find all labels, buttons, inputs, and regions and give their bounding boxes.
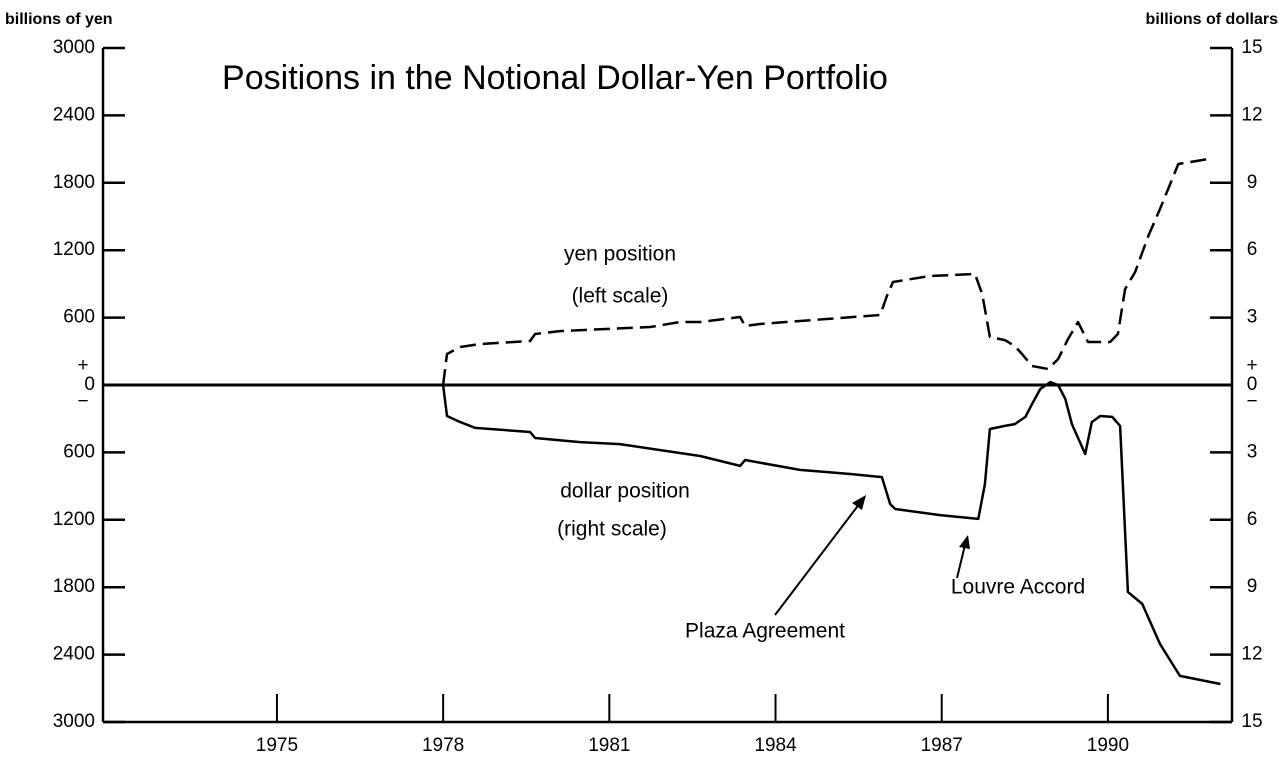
- annotation: (left scale): [572, 285, 669, 308]
- arrows: [774, 495, 970, 616]
- y-tick-label: 1200: [53, 509, 95, 530]
- y2-axis-label: billions of dollars: [1146, 11, 1279, 28]
- annotation: yen position: [564, 243, 676, 266]
- zero-sign: −: [1246, 391, 1257, 412]
- y-tick-label: 2400: [53, 644, 95, 665]
- x-tick-label: 1978: [422, 735, 464, 756]
- y-tick-label: 0: [84, 374, 95, 395]
- y2-tick-label: 3: [1247, 307, 1258, 328]
- x-tick-label: 1987: [921, 735, 963, 756]
- y-tick-label: 2400: [53, 104, 95, 125]
- annotation: Louvre Accord: [951, 576, 1085, 599]
- y-tick-label: 1800: [53, 172, 95, 193]
- annotation: (right scale): [557, 518, 667, 541]
- y2-tick-label: 15: [1241, 711, 1262, 732]
- y2-tick-label: 3: [1247, 441, 1258, 462]
- y2-tick-label: 0: [1247, 374, 1258, 395]
- x-tick-label: 1990: [1087, 735, 1129, 756]
- y-tick-label: 600: [63, 441, 95, 462]
- y2-tick-label: 6: [1247, 509, 1258, 530]
- y2-tick-label: 6: [1247, 239, 1258, 260]
- y2-tick-label: 15: [1241, 37, 1262, 58]
- y-tick-label: 1200: [53, 239, 95, 260]
- zero-sign: +: [77, 355, 88, 376]
- y2-tick-label: 9: [1247, 576, 1258, 597]
- x-tick-label: 1981: [588, 735, 630, 756]
- y2-tick-label: 12: [1241, 644, 1262, 665]
- y-tick-label: 600: [63, 307, 95, 328]
- y-axis-label: billions of yen: [5, 11, 113, 28]
- y2-tick-label: 12: [1241, 104, 1262, 125]
- chart-title: Positions in the Notional Dollar-Yen Por…: [222, 59, 888, 97]
- y2-tick-label: 9: [1247, 172, 1258, 193]
- annotation: dollar position: [560, 480, 690, 503]
- x-tick-label: 1984: [754, 735, 797, 756]
- y-tick-label: 3000: [53, 711, 95, 732]
- zero-sign: −: [77, 391, 88, 412]
- y-tick-label: 1800: [53, 576, 95, 597]
- series-line: [441, 380, 1221, 686]
- annotation: Plaza Agreement: [685, 620, 845, 643]
- y-tick-label: 3000: [53, 37, 95, 58]
- zero-sign: +: [1246, 355, 1257, 376]
- series-line: [441, 157, 1209, 386]
- x-tick-label: 1975: [256, 735, 298, 756]
